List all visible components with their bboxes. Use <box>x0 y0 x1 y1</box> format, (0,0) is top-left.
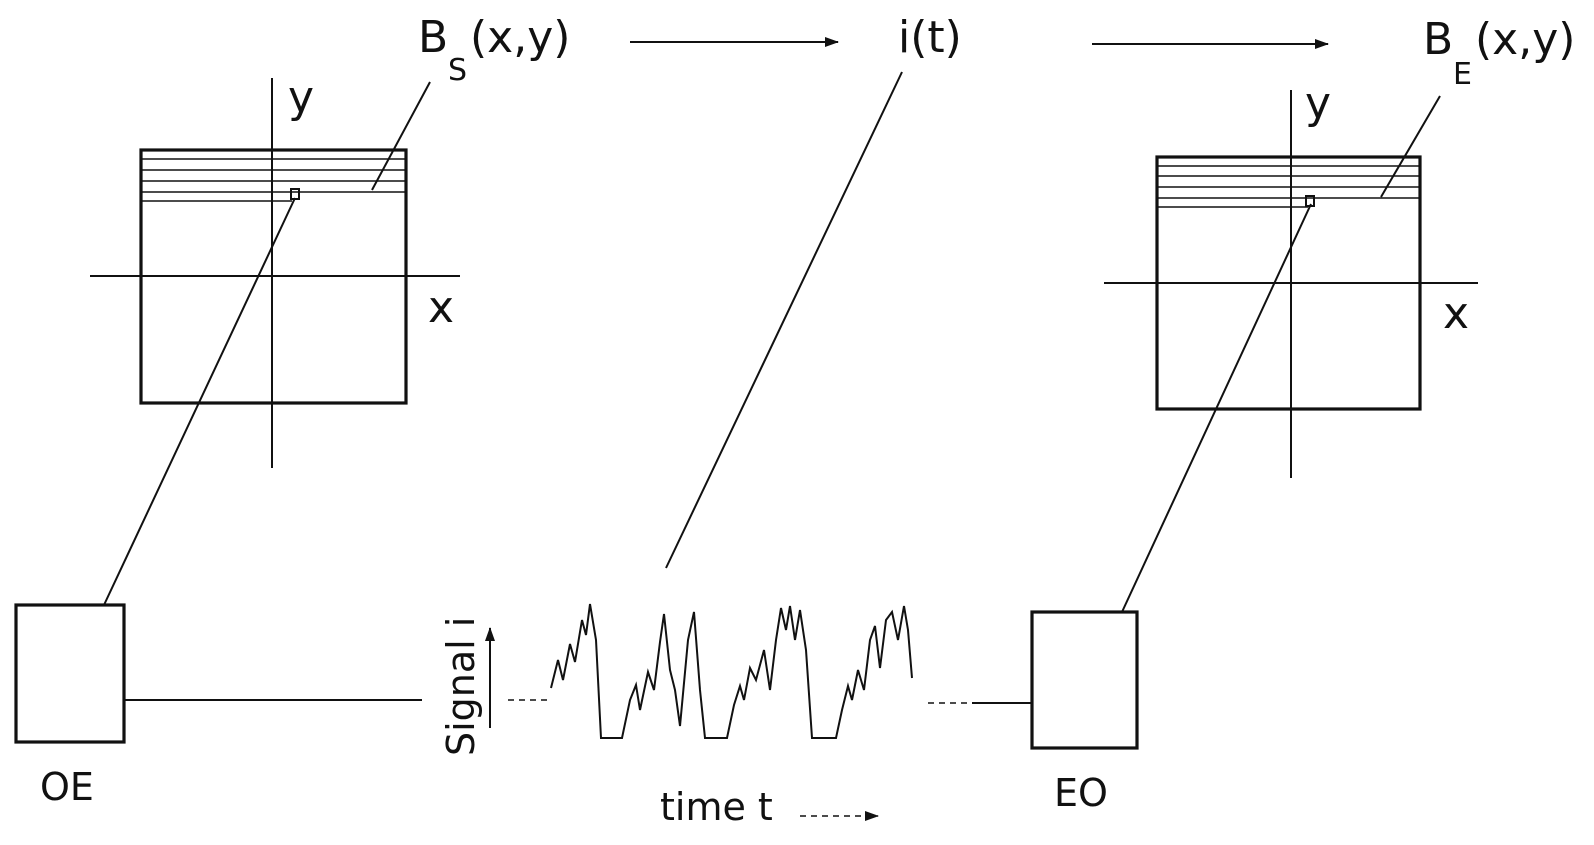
time-axis-label: time t <box>660 785 773 829</box>
eo-converter-label: EO <box>1054 771 1108 815</box>
signal-function-label: i(t) <box>898 12 962 63</box>
svg-text:E: E <box>1453 57 1472 92</box>
emitted-feed-line <box>1121 203 1312 613</box>
source-image-plane: y x <box>90 72 460 468</box>
svg-text:S: S <box>448 53 467 88</box>
oe-converter-box <box>14 603 126 744</box>
signal-label-leader <box>665 71 903 569</box>
emitted-image-plane: y x <box>1104 78 1478 478</box>
source-label-leader <box>371 81 431 191</box>
source-y-axis-label: y <box>288 72 314 123</box>
emitted-brightness-label: B E (x,y) <box>1423 14 1575 92</box>
source-pickup-line <box>103 197 296 606</box>
emitted-label-leader <box>1380 95 1441 198</box>
svg-text:(x,y): (x,y) <box>470 12 570 63</box>
source-x-axis-label: x <box>428 282 454 333</box>
emitted-y-axis-label: y <box>1305 78 1331 129</box>
waveform-trace <box>550 603 913 739</box>
source-brightness-label: B S (x,y) <box>418 12 570 88</box>
signal-axis-label: Signal i <box>439 617 483 756</box>
svg-text:B: B <box>1423 14 1453 65</box>
emitted-x-axis-label: x <box>1443 288 1469 339</box>
oe-converter-label: OE <box>40 765 94 809</box>
svg-text:B: B <box>418 12 448 63</box>
eo-converter-box <box>1030 610 1139 750</box>
signal-waveform <box>508 603 972 739</box>
source-scan-spot <box>290 188 300 200</box>
svg-text:(x,y): (x,y) <box>1475 14 1575 65</box>
